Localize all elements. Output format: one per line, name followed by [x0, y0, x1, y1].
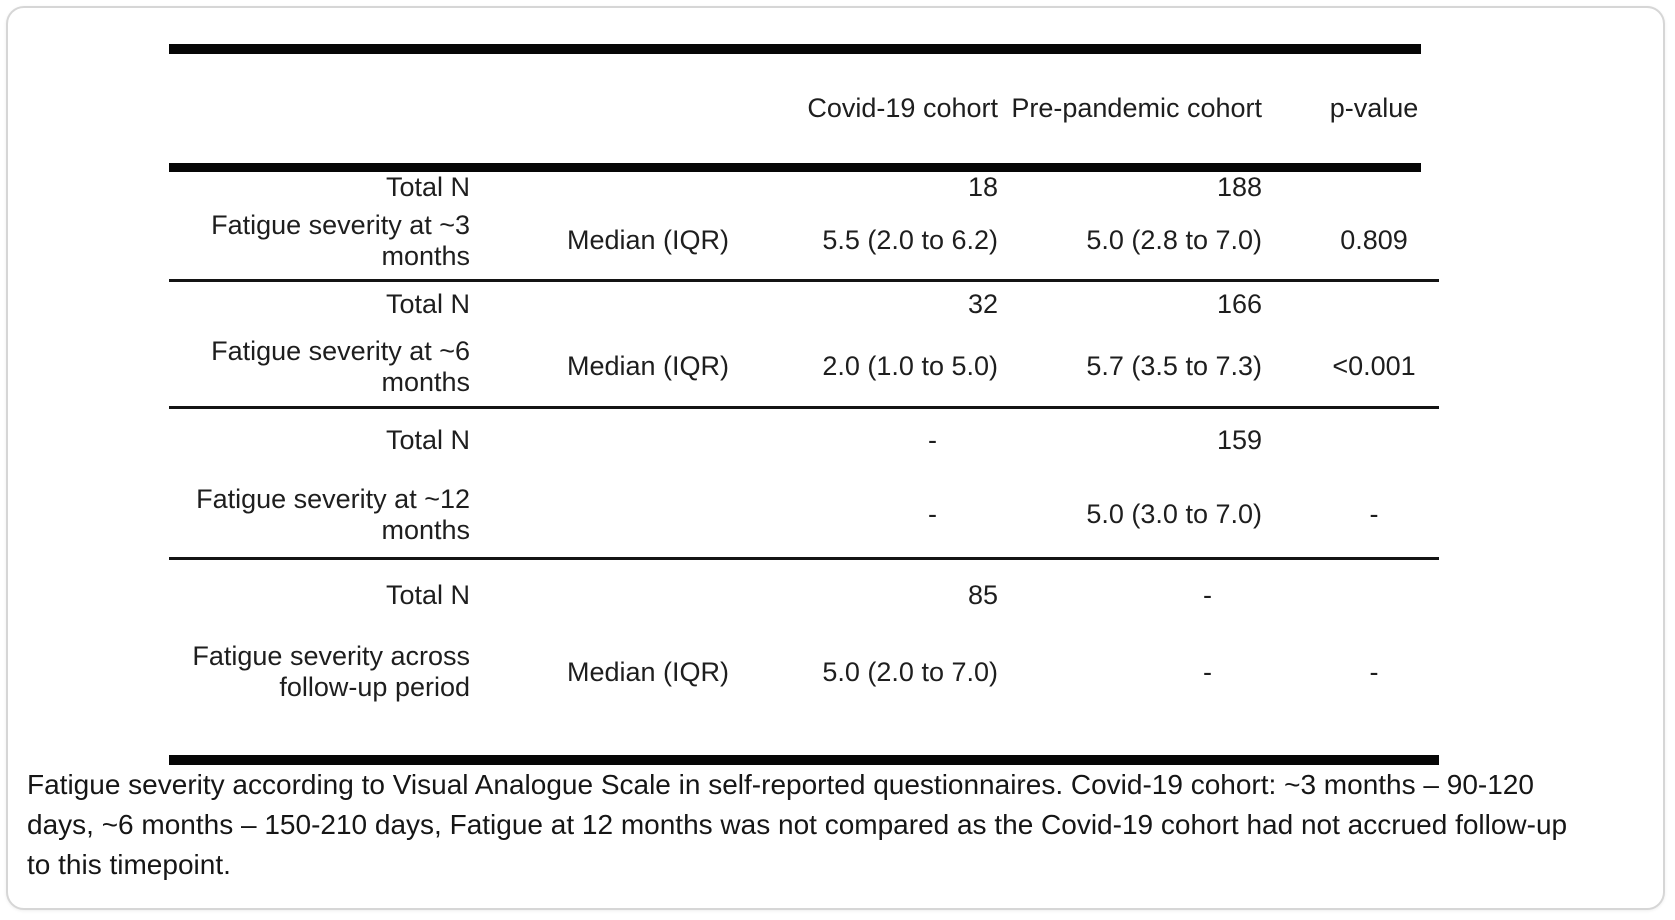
cell-text: 5.7 (3.5 to 7.3) — [1086, 351, 1262, 381]
prepandemic-value: - — [998, 580, 1309, 611]
group-divider — [169, 279, 1439, 282]
row-label: Total N — [385, 425, 470, 455]
covid-value: 18 — [826, 172, 998, 203]
prepandemic-value: 166 — [998, 289, 1309, 320]
covid-value: 85 — [826, 580, 998, 611]
table-row-median-followup: Fatigue severity across follow-up period… — [169, 630, 1439, 714]
table-bottom-rule — [169, 755, 1439, 765]
cell-text: - — [1203, 579, 1212, 610]
table-row-total-12months: Total N - 159 — [169, 409, 1439, 472]
cell-text: - — [928, 425, 937, 455]
cell-text: 188 — [1216, 172, 1262, 202]
cell-text: - — [928, 499, 937, 529]
group-divider — [169, 406, 1439, 409]
covid-value: 32 — [826, 289, 998, 320]
header-bottom-rule — [169, 163, 1421, 172]
cell-text: Pre-pandemic cohort — [1011, 93, 1262, 123]
cell-text: 5.5 (2.0 to 6.2) — [822, 225, 998, 255]
prepandemic-value: 5.0 (3.0 to 7.0) — [998, 499, 1309, 530]
row-label: Total N — [385, 289, 470, 319]
fatigue-severity-table: Covid-19 cohort Pre-pandemic cohort p-va… — [169, 44, 1439, 765]
row-label: Total N — [385, 579, 470, 610]
stat-label: Median (IQR) — [566, 225, 730, 255]
prepandemic-value: 188 — [998, 172, 1309, 203]
cell-text: - — [1203, 656, 1212, 687]
table-caption: Fatigue severity according to Visual Ana… — [27, 769, 1568, 880]
row-label: Fatigue severity at ~3 months — [211, 209, 470, 271]
row-label: Total N — [385, 172, 470, 202]
cell-text: 166 — [1216, 289, 1262, 319]
header-p-value: p-value — [1329, 93, 1419, 123]
row-label: Fatigue severity at ~6 months — [211, 335, 470, 397]
table-card: Covid-19 cohort Pre-pandemic cohort p-va… — [6, 6, 1665, 910]
p-value: - — [1369, 499, 1379, 529]
table-row-median-6months: Fatigue severity at ~6 months Median (IQ… — [169, 327, 1439, 406]
table-top-rule — [169, 44, 1421, 54]
table-row-total-3months: Total N 18 188 — [169, 172, 1439, 202]
covid-value: - — [826, 499, 998, 530]
table-row-median-12months: Fatigue severity at ~12 months - 5.0 (3.… — [169, 472, 1439, 557]
covid-value: - — [826, 425, 998, 456]
cell-text: 2.0 (1.0 to 5.0) — [822, 351, 998, 381]
prepandemic-value: - — [998, 657, 1309, 688]
table-row-total-6months: Total N 32 166 — [169, 282, 1439, 327]
cell-text: 18 — [967, 172, 998, 202]
row-label: Fatigue severity across follow-up period — [192, 641, 470, 702]
covid-value: 2.0 (1.0 to 5.0) — [822, 351, 998, 382]
row-label: Fatigue severity at ~12 months — [196, 483, 470, 545]
group-divider — [169, 557, 1439, 560]
table-row-total-followup: Total N 85 - — [169, 560, 1439, 630]
cell-text: Covid-19 cohort — [807, 93, 998, 123]
cell-text: 32 — [967, 289, 998, 319]
cell-text: 5.0 (3.0 to 7.0) — [1086, 499, 1262, 529]
cell-text: 5.0 (2.8 to 7.0) — [1086, 225, 1262, 255]
cell-text: 85 — [967, 579, 998, 610]
header-covid-cohort: Covid-19 cohort — [807, 93, 998, 124]
prepandemic-value: 5.7 (3.5 to 7.3) — [998, 351, 1309, 382]
p-value: <0.001 — [1332, 351, 1416, 381]
group-bottom-padding — [169, 714, 1439, 755]
covid-value: 5.0 (2.0 to 7.0) — [822, 657, 998, 688]
prepandemic-value: 5.0 (2.8 to 7.0) — [998, 225, 1309, 256]
prepandemic-value: 159 — [998, 425, 1309, 456]
header-prepandemic-cohort: Pre-pandemic cohort — [998, 93, 1309, 124]
stat-label: Median (IQR) — [566, 656, 730, 687]
p-value: 0.809 — [1340, 225, 1408, 255]
table-header-row: Covid-19 cohort Pre-pandemic cohort p-va… — [169, 54, 1439, 163]
covid-value: 5.5 (2.0 to 6.2) — [822, 225, 998, 256]
cell-text: 159 — [1216, 425, 1262, 455]
stat-label: Median (IQR) — [566, 351, 730, 381]
cell-text: 5.0 (2.0 to 7.0) — [822, 656, 998, 687]
p-value: - — [1369, 656, 1379, 687]
table-row-median-3months: Fatigue severity at ~3 months Median (IQ… — [169, 202, 1439, 279]
